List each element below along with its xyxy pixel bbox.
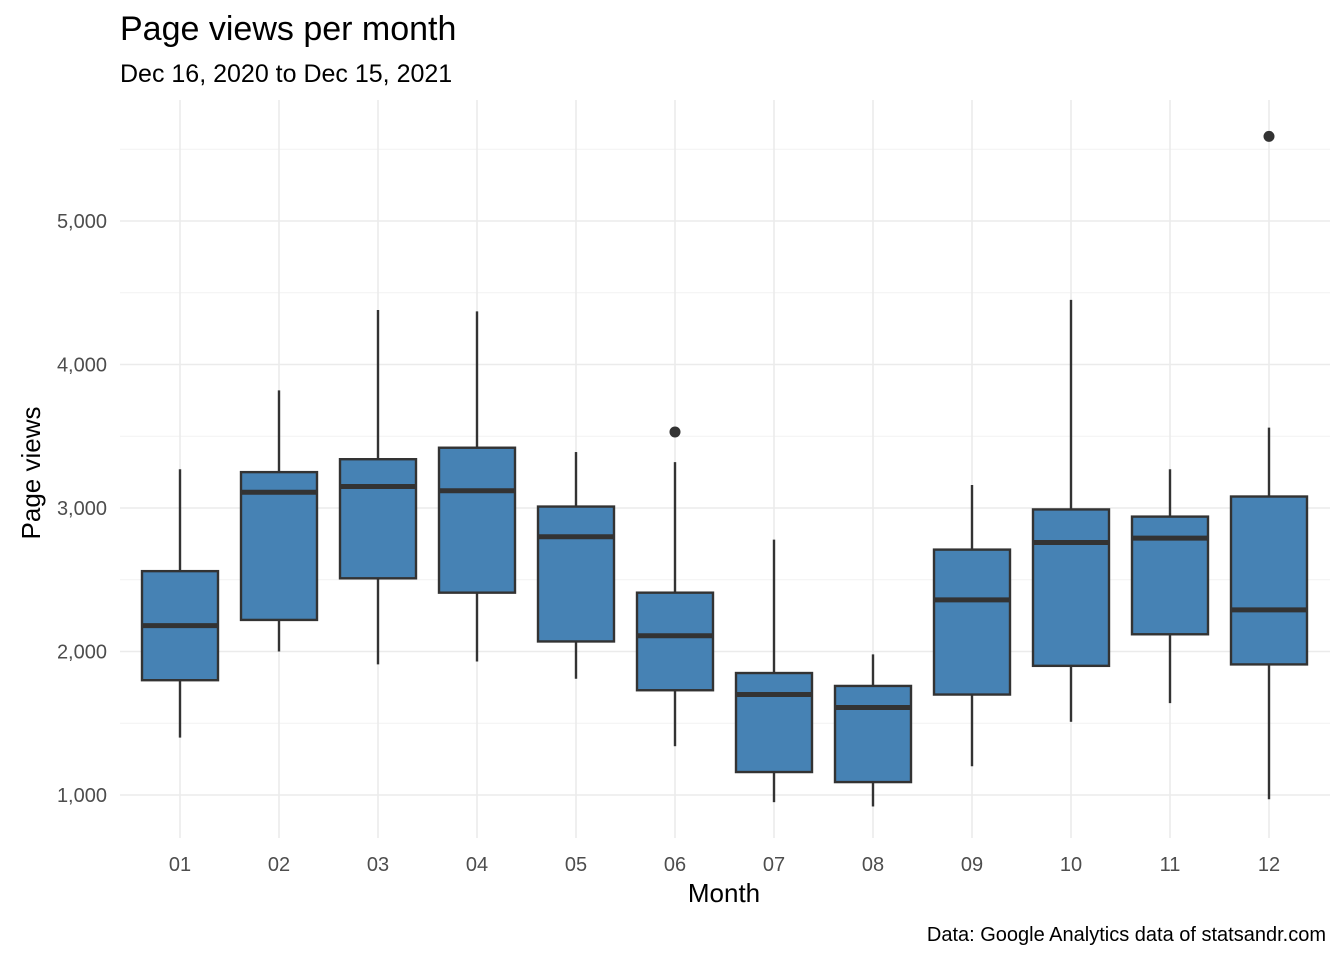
box-iqr (338, 458, 418, 580)
x-axis-title: Month (688, 878, 760, 908)
x-tick-label: 08 (862, 854, 884, 876)
box-iqr (1130, 515, 1210, 636)
box-08 (833, 654, 913, 807)
axes: 1,000 2,000 3,000 4,000 5,000 01 02 03 04 05 06 07 0… (57, 211, 1280, 876)
boxes (140, 130, 1309, 807)
box-11 (1130, 469, 1210, 704)
outlier-point (669, 426, 681, 438)
box-iqr (833, 684, 913, 784)
x-tick-label: 07 (763, 854, 785, 876)
box-05 (536, 452, 616, 679)
x-tick-label: 05 (565, 854, 587, 876)
y-axis-title: Page views (16, 407, 46, 540)
box-iqr (734, 671, 814, 774)
y-tick-label: 1,000 (57, 785, 107, 807)
box-10 (1031, 299, 1111, 722)
y-tick-label: 4,000 (57, 355, 107, 377)
y-tick-label: 2,000 (57, 642, 107, 664)
box-iqr (932, 548, 1012, 696)
box-09 (932, 485, 1012, 767)
box-12 (1229, 130, 1309, 800)
box-06 (635, 426, 715, 747)
x-tick-label: 10 (1060, 854, 1082, 876)
box-iqr (1031, 508, 1111, 668)
x-tick-label: 03 (367, 854, 389, 876)
box-02 (239, 390, 319, 652)
x-tick-label: 11 (1160, 854, 1181, 876)
box-01 (140, 469, 220, 738)
chart-title: Page views per month (120, 10, 456, 48)
x-tick-label: 12 (1258, 854, 1280, 876)
box-iqr (437, 446, 517, 594)
box-iqr (536, 505, 616, 643)
box-iqr (1229, 495, 1309, 666)
box-07 (734, 539, 814, 803)
grid (120, 100, 1330, 838)
x-tick-label: 06 (664, 854, 686, 876)
chart-caption: Data: Google Analytics data of statsandr… (927, 924, 1326, 946)
box-iqr (635, 591, 715, 692)
x-tick-label: 01 (169, 854, 191, 876)
x-tick-label: 09 (961, 854, 983, 876)
y-tick-label: 5,000 (57, 211, 107, 233)
chart-subtitle: Dec 16, 2020 to Dec 15, 2021 (120, 60, 452, 88)
y-tick-label: 3,000 (57, 498, 107, 520)
box-iqr (239, 470, 319, 622)
x-tick-label: 02 (268, 854, 290, 876)
box-04 (437, 311, 517, 662)
box-03 (338, 309, 418, 665)
outlier-point (1263, 130, 1275, 142)
x-tick-label: 04 (466, 854, 488, 876)
